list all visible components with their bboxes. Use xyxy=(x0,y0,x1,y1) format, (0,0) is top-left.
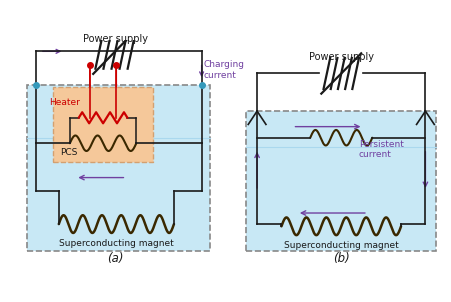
Text: Power supply: Power supply xyxy=(308,52,373,62)
Text: Charging
current: Charging current xyxy=(203,60,244,80)
Text: (a): (a) xyxy=(107,252,123,265)
Text: Heater: Heater xyxy=(49,98,79,107)
Text: Superconducting magnet: Superconducting magnet xyxy=(283,242,398,250)
FancyBboxPatch shape xyxy=(245,111,436,251)
Text: PCS: PCS xyxy=(60,148,77,157)
Text: Superconducting magnet: Superconducting magnet xyxy=(59,239,173,248)
Text: Persistent
current: Persistent current xyxy=(358,140,403,159)
Text: (b): (b) xyxy=(332,252,349,265)
FancyBboxPatch shape xyxy=(27,85,210,251)
Text: Power supply: Power supply xyxy=(83,34,147,44)
FancyBboxPatch shape xyxy=(53,87,152,162)
